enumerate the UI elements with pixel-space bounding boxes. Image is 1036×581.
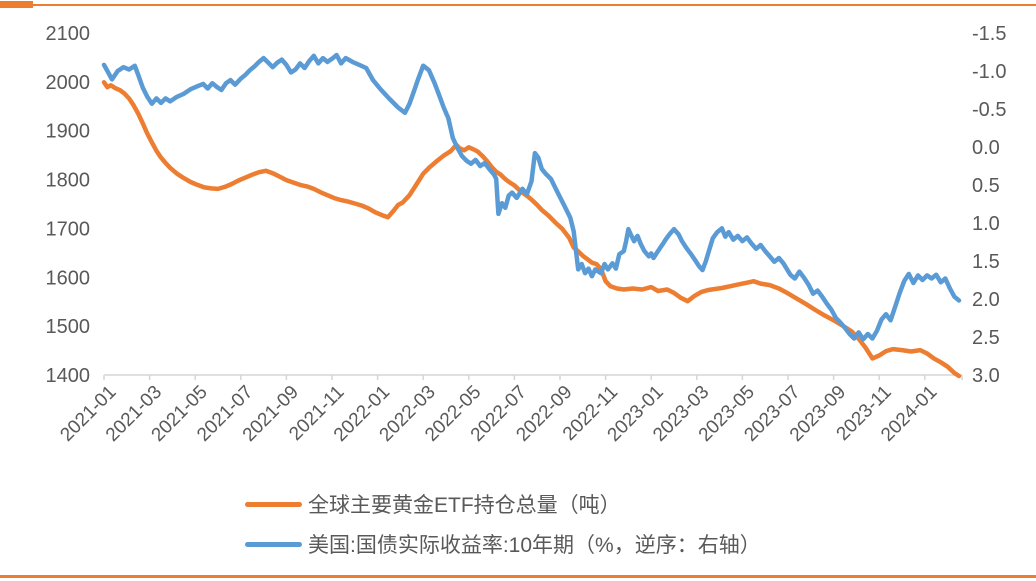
- right-axis-tick-label: -1.0: [972, 61, 1006, 83]
- right-axis-tick-label: 1.5: [972, 251, 1000, 273]
- left-axis-tick-label: 1500: [46, 316, 91, 338]
- left-axis-tick-label: 1400: [46, 365, 91, 387]
- right-axis-tick-label: 2.5: [972, 327, 1000, 349]
- legend-item-gold-etf-holdings: 全球主要黄金ETF持仓总量（吨）: [245, 490, 761, 518]
- left-axis-tick-label: 1800: [46, 170, 91, 192]
- series-line-0: [101, 80, 962, 379]
- left-axis-tick-label: 1600: [46, 267, 91, 289]
- left-axis-tick-label: 1900: [46, 121, 91, 143]
- right-axis-tick-label: 1.0: [972, 213, 1000, 235]
- right-axis-tick-label: -0.5: [972, 99, 1006, 121]
- bottom-border-rule: [0, 575, 1036, 578]
- legend-label-gold-etf-holdings: 全球主要黄金ETF持仓总量（吨）: [308, 494, 621, 517]
- legend-swatch-blue-line: [245, 541, 302, 547]
- right-axis-tick-label: -1.5: [972, 23, 1006, 45]
- legend-swatch-orange-line: [245, 501, 302, 507]
- legend-item-us-real-yield: 美国:国债实际收益率:10年期（%，逆序：右轴）: [245, 530, 761, 558]
- right-axis-tick-label: 0.0: [972, 137, 1000, 159]
- right-axis-tick-label: 2.0: [972, 289, 1000, 311]
- chart-legend: 全球主要黄金ETF持仓总量（吨） 美国:国债实际收益率:10年期（%，逆序：右轴…: [245, 490, 761, 570]
- series-line-1: [101, 52, 962, 342]
- dual-axis-line-chart: 2021-012021-032021-052021-072021-092021-…: [46, 23, 1007, 446]
- legend-label-us-real-yield: 美国:国债实际收益率:10年期（%，逆序：右轴）: [308, 534, 761, 557]
- left-axis-tick-label: 1700: [46, 218, 91, 240]
- left-axis-tick-label: 2000: [46, 72, 91, 94]
- top-border-rule: [0, 4, 1036, 6]
- left-axis-tick-label: 2100: [46, 23, 91, 45]
- right-axis-tick-label: 0.5: [972, 175, 1000, 197]
- right-axis-tick-label: 3.0: [972, 365, 1000, 387]
